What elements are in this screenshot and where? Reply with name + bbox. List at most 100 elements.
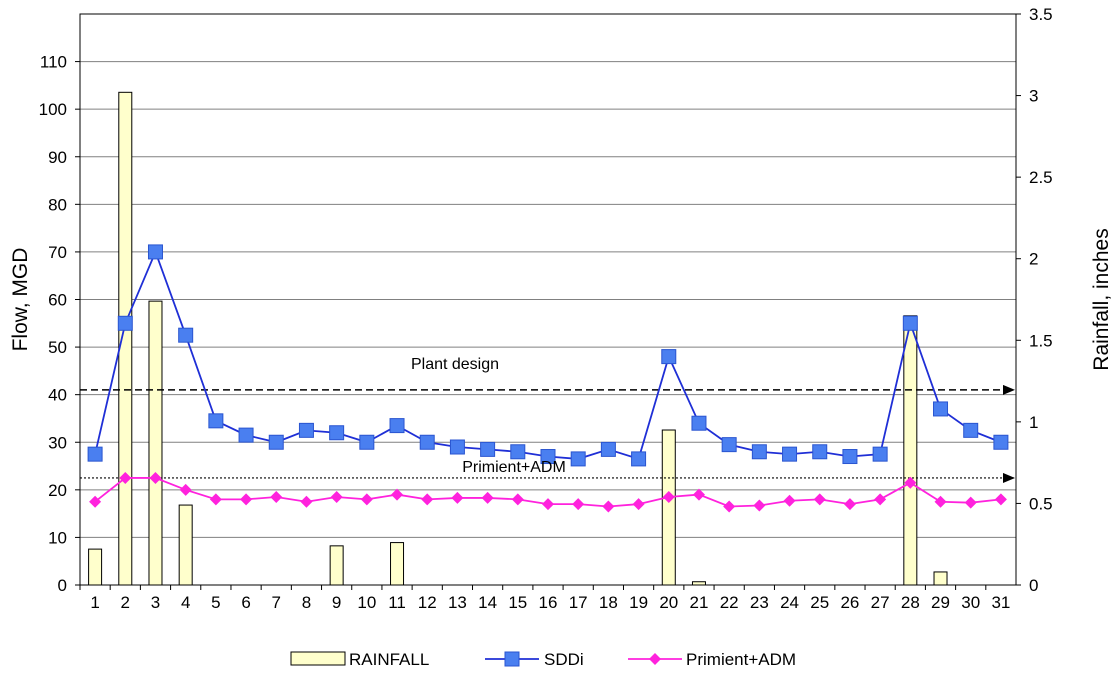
- sddi-point: [661, 349, 677, 365]
- primient-adm-point: [692, 488, 705, 501]
- x-tick-label: 28: [901, 593, 920, 612]
- y-tick-label: 20: [48, 481, 67, 500]
- x-tick-label: 4: [181, 593, 190, 612]
- legend-sddi-label: SDDi: [544, 650, 584, 669]
- sddi-point: [449, 439, 465, 455]
- sddi-point: [359, 434, 375, 450]
- rainfall-bar: [329, 545, 344, 586]
- y2-axis-title: Rainfall, inches: [1090, 228, 1113, 370]
- sddi-point: [268, 434, 284, 450]
- x-tick-label: 15: [508, 593, 527, 612]
- x-tick-label: 5: [211, 593, 220, 612]
- primient-adm-point: [964, 496, 977, 509]
- sddi-point: [751, 444, 767, 460]
- x-tick-label: 13: [448, 593, 467, 612]
- y-axis-title: Flow, MGD: [9, 248, 32, 352]
- sddi-point: [570, 451, 586, 467]
- primient-adm-point: [421, 493, 434, 506]
- y2-tick-label: 2: [1029, 250, 1038, 269]
- sddi-point: [178, 327, 194, 343]
- x-tick-label: 21: [690, 593, 709, 612]
- y-tick-label: 110: [40, 53, 67, 72]
- sddi-point: [902, 315, 918, 331]
- primient-adm-point: [149, 471, 162, 484]
- y2-tick-label: 3.5: [1029, 5, 1053, 24]
- primient-adm-point: [391, 488, 404, 501]
- y-tick-label: 40: [48, 386, 67, 405]
- primient-adm-point: [542, 498, 554, 511]
- primient-adm-point: [904, 476, 917, 489]
- x-tick-label: 17: [569, 593, 588, 612]
- primient-adm-point: [723, 500, 736, 513]
- primient-adm-point: [874, 493, 887, 506]
- primient-adm-point: [632, 498, 645, 511]
- tick-labels: 010203040506070809010011000.511.522.533.…: [39, 5, 1053, 612]
- rainfall-bar: [390, 542, 405, 586]
- x-tick-label: 18: [599, 593, 618, 612]
- x-tick-label: 1: [90, 593, 99, 612]
- y-tick-label: 0: [58, 576, 67, 595]
- sddi-point: [389, 418, 405, 434]
- legend: RAINFALL SDDi Primient+ADM: [290, 650, 796, 669]
- legend-primient-label: Primient+ADM: [686, 650, 796, 669]
- primient-adm-line-label: Primient+ADM: [462, 459, 566, 476]
- legend-rainfall-swatch: [290, 651, 346, 666]
- primient-adm-point: [662, 490, 675, 503]
- sddi-point: [691, 415, 707, 431]
- sddi-point: [540, 449, 556, 465]
- legend-rainfall-label: RAINFALL: [349, 650, 429, 669]
- rainfall-bar: [118, 91, 133, 586]
- y2-tick-label: 1.5: [1029, 331, 1053, 350]
- sddi-point: [329, 425, 345, 441]
- y-tick-label: 70: [48, 243, 67, 262]
- primient-adm-point: [843, 498, 856, 511]
- y-tick-label: 10: [48, 528, 67, 547]
- rainfall-bar: [148, 300, 163, 586]
- sddi-point: [238, 427, 254, 443]
- x-tick-label: 24: [780, 593, 799, 612]
- rainfall-bar: [903, 315, 918, 586]
- x-tick-label: 30: [961, 593, 980, 612]
- sddi-point: [298, 422, 314, 438]
- sddi-point: [631, 451, 647, 467]
- primient-adm-point: [511, 493, 524, 506]
- legend-primient-marker: [649, 653, 661, 665]
- primient-adm-point: [360, 493, 373, 506]
- sddi-point: [963, 422, 979, 438]
- primient-adm-point: [783, 494, 796, 507]
- sddi-point: [782, 446, 798, 462]
- primient-adm-point: [481, 491, 494, 504]
- sddi-point: [117, 315, 133, 331]
- rainfall-bar: [933, 571, 948, 586]
- x-tick-label: 6: [241, 593, 250, 612]
- sddi-point: [812, 444, 828, 460]
- sddi-line: [94, 249, 1002, 461]
- sddi-point: [721, 437, 737, 453]
- gridlines: [80, 61, 1016, 538]
- y2-tick-label: 1: [1029, 413, 1038, 432]
- sddi-point: [600, 441, 616, 457]
- primient-adm-point: [813, 493, 826, 506]
- x-tick-label: 20: [659, 593, 678, 612]
- sddi-point: [933, 401, 949, 417]
- y-tick-label: 60: [48, 291, 67, 310]
- x-tick-label: 9: [332, 593, 341, 612]
- y-tick-label: 30: [48, 433, 67, 452]
- x-tick-label: 14: [478, 593, 497, 612]
- rainfall-bars: [88, 91, 948, 586]
- x-tick-label: 3: [151, 593, 160, 612]
- primient-adm-point: [934, 495, 947, 508]
- sddi-point: [993, 434, 1009, 450]
- sddi-point: [842, 449, 858, 465]
- series-lines: [87, 244, 1009, 513]
- x-tick-label: 27: [871, 593, 890, 612]
- primient-adm-point: [240, 493, 253, 506]
- x-tick-label: 12: [418, 593, 437, 612]
- rainfall-bar: [178, 504, 193, 586]
- x-tick-label: 23: [750, 593, 769, 612]
- primient-adm-point: [994, 493, 1007, 506]
- primient-adm-point: [451, 491, 464, 504]
- x-tick-label: 16: [539, 593, 558, 612]
